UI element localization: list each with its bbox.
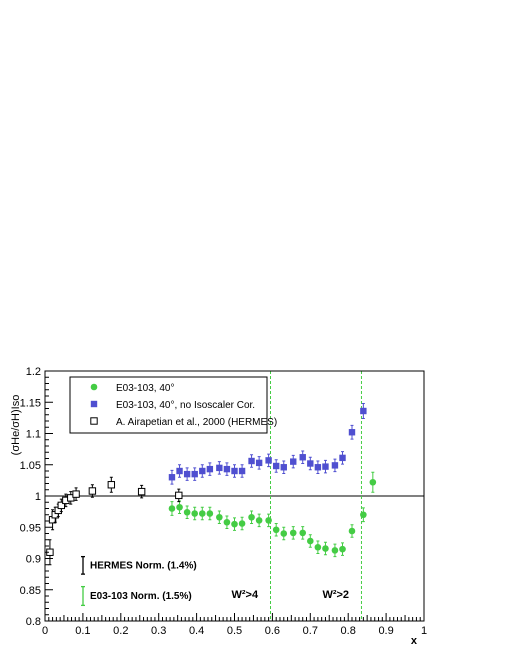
data-point <box>348 429 356 436</box>
norm-label: E03-103 Norm. (1.5%) <box>90 591 192 602</box>
legend-marker <box>90 383 98 391</box>
data-point <box>248 513 255 521</box>
norm-label: HERMES Norm. (1.4%) <box>90 560 197 571</box>
kinematic-cut-label: W²>2 <box>322 589 349 601</box>
data-point <box>331 547 339 554</box>
data-point <box>88 487 97 495</box>
x-axis-label: x <box>411 635 418 647</box>
y-tick-label: 1 <box>35 491 41 503</box>
y-tick-label: 0.8 <box>26 616 41 628</box>
data-point <box>360 407 367 415</box>
data-point <box>107 481 116 489</box>
legend: E03-103, 40° E03-103, 40°, no Isoscaler C… <box>69 376 277 434</box>
data-point <box>168 505 176 512</box>
data-point <box>314 543 322 551</box>
data-marks <box>46 403 377 566</box>
legend-box <box>69 376 268 434</box>
data-point <box>57 501 65 510</box>
data-point <box>322 463 329 470</box>
data-point <box>339 454 346 462</box>
data-point <box>216 513 223 521</box>
legend-marker <box>90 400 98 408</box>
data-point <box>369 478 377 486</box>
data-point <box>223 518 231 526</box>
data-point <box>314 464 322 471</box>
data-point <box>238 520 246 527</box>
data-point <box>299 529 307 537</box>
x-tick-label: 0.2 <box>113 625 128 637</box>
y-tick-label: 1.2 <box>26 366 41 378</box>
axes: 0 0.1 0.2 0.3 0.4 0.5 0.6 0.7 0.8 0.9 1 0.8 0.85 0.9 0… <box>10 366 427 647</box>
data-point <box>206 510 214 517</box>
data-point <box>265 457 272 464</box>
data-point <box>176 503 183 511</box>
y-tick-label: 0.95 <box>20 522 41 534</box>
data-point <box>331 462 339 469</box>
y-tick-label: 0.9 <box>26 554 41 566</box>
data-point <box>248 457 255 465</box>
data-point <box>307 537 314 545</box>
data-point <box>307 460 314 467</box>
annotations: W²>4 W²>2 HERMES Norm. (1.4%) E03-103 Norm.… <box>81 555 349 607</box>
data-point <box>339 545 346 553</box>
x-tick-label: 0 <box>42 625 48 637</box>
data-point <box>280 464 287 471</box>
x-tick-label: 0.4 <box>189 625 204 637</box>
data-point <box>238 467 246 475</box>
legend-marker <box>90 417 98 425</box>
data-point <box>191 510 199 517</box>
x-tick-label: 1 <box>421 625 427 637</box>
x-tick-label: 0.7 <box>303 625 318 637</box>
data-point <box>67 494 75 502</box>
data-point <box>348 527 356 535</box>
data-point <box>198 510 206 517</box>
data-point <box>183 470 191 478</box>
y-tick-label: 1.15 <box>20 397 41 409</box>
y-tick-label: 1.05 <box>20 460 41 472</box>
x-tick-label: 0.3 <box>151 625 166 637</box>
data-point <box>255 459 263 467</box>
data-point <box>272 526 280 534</box>
x-tick-label: 0.6 <box>265 625 280 637</box>
data-point <box>290 458 297 465</box>
x-tick-label: 0.5 <box>227 625 242 637</box>
data-point <box>72 490 80 498</box>
legend-label: A. Airapetian et al., 2000 (HERMES) <box>116 417 277 428</box>
data-point <box>280 530 288 537</box>
data-point <box>137 487 146 496</box>
data-point <box>223 465 231 473</box>
x-tick-label: 0.1 <box>75 625 90 637</box>
data-point <box>322 545 329 552</box>
data-point <box>289 529 297 537</box>
y-axis-label: (σHe/σH)Iso <box>10 395 22 456</box>
x-tick-label: 0.9 <box>378 625 393 637</box>
y-tick-label: 0.85 <box>20 585 41 597</box>
data-point <box>206 465 214 473</box>
x-tick-label: 0.8 <box>341 625 356 637</box>
y-tick-label: 1.1 <box>26 429 41 441</box>
data-point <box>231 467 238 475</box>
data-point <box>360 511 367 519</box>
legend-label: E03-103, 40° <box>116 383 175 394</box>
data-point <box>175 491 183 500</box>
data-point <box>231 520 238 528</box>
data-point <box>168 474 176 481</box>
legend-label: E03-103, 40°, no Isoscaler Cor. <box>116 400 255 411</box>
data-point <box>299 454 306 461</box>
data-point <box>272 462 280 470</box>
data-point <box>199 467 206 475</box>
data-point <box>191 470 198 478</box>
data-point <box>216 464 223 472</box>
data-point <box>183 508 191 516</box>
data-point <box>265 517 272 524</box>
kinematic-cut-label: W²>4 <box>232 589 259 601</box>
data-point <box>255 517 263 524</box>
data-point <box>176 467 183 475</box>
